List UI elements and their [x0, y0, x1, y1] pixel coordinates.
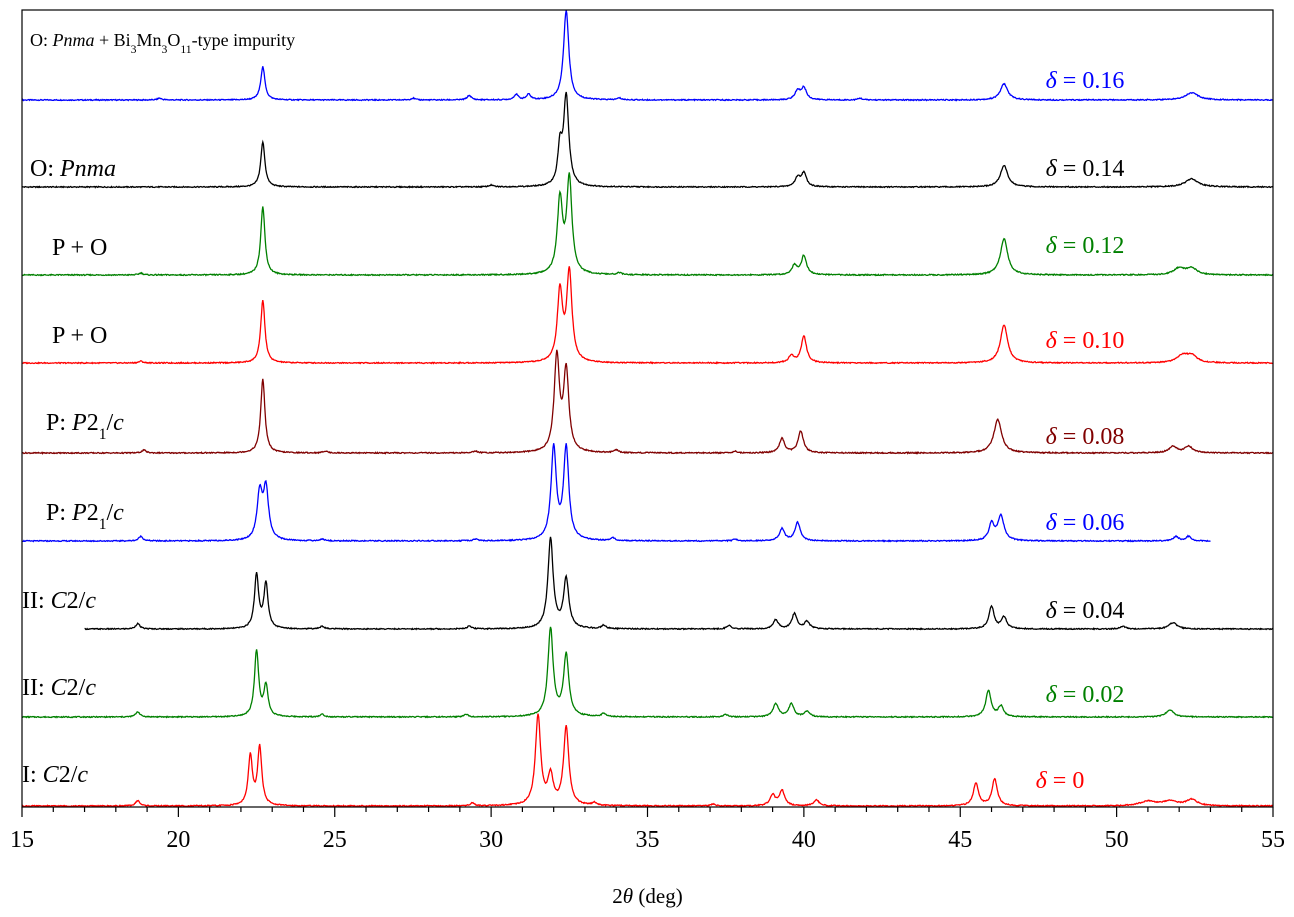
series-line — [21, 266, 1274, 365]
label-layer: δ = 0.16 O: Pnma + Bi3Mn3O11-type impurit… — [22, 30, 1124, 794]
series-line — [21, 443, 1211, 543]
series-sample-label: δ = 0.14 — [1046, 156, 1125, 182]
series-phase-label: II: C2/c — [22, 675, 96, 701]
x-tick-label: 35 — [636, 827, 660, 853]
series-sample-label: δ = 0.02 — [1046, 682, 1125, 708]
series-line — [21, 91, 1274, 189]
series-layer — [21, 10, 1274, 808]
series-sample-label: δ = 0.12 — [1046, 233, 1125, 259]
series-phase-label: P + O — [52, 323, 107, 349]
series-line — [84, 536, 1274, 631]
series-line — [22, 172, 1274, 277]
x-tick-label: 55 — [1261, 827, 1285, 853]
x-tick-label: 50 — [1105, 827, 1129, 853]
series-line — [21, 10, 1274, 102]
series-sample-label: δ = 0.08 — [1046, 424, 1125, 450]
series-line — [21, 713, 1274, 808]
x-tick-label: 25 — [323, 827, 347, 853]
x-axis-ticks: 15 20 25 30 35 40 45 50 55 — [10, 807, 1285, 853]
series-sample-label: δ = 0.04 — [1046, 598, 1125, 624]
series-phase-label: I: C2/c — [22, 762, 88, 788]
series-line — [22, 626, 1274, 719]
series-phase-label: P: P21/c — [46, 500, 124, 533]
x-tick-label: 40 — [792, 827, 816, 853]
series-sample-label: δ = 0.16 — [1046, 68, 1125, 94]
series-line — [21, 349, 1274, 455]
x-tick-label: 20 — [166, 827, 190, 853]
series-phase-label: II: C2/c — [22, 588, 96, 614]
x-tick-label: 30 — [479, 827, 503, 853]
series-phase-label: P: P21/c — [46, 410, 124, 443]
series-sample-label: δ = 0 — [1036, 768, 1085, 794]
series-phase-label: O: Pnma + Bi3Mn3O11-type impurity — [30, 30, 295, 56]
series-sample-label: δ = 0.10 — [1046, 328, 1125, 354]
series-sample-label: δ = 0.06 — [1046, 510, 1125, 536]
series-phase-label: O: Pnma — [30, 156, 116, 182]
x-axis-label: 2θ (deg) — [612, 884, 682, 908]
x-tick-label: 15 — [10, 827, 34, 853]
series-phase-label: P + O — [52, 235, 107, 261]
x-tick-label: 45 — [948, 827, 972, 853]
